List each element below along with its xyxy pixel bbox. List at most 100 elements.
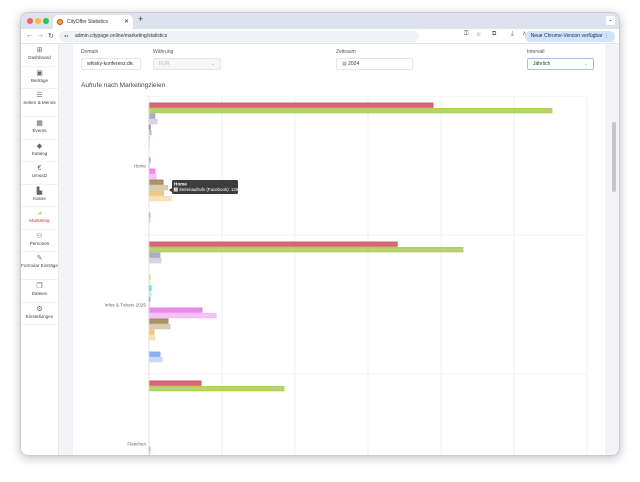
interval-value: Jährlich — [533, 61, 551, 67]
bar[interactable] — [148, 190, 165, 196]
tooltip-swatch — [173, 187, 178, 192]
bar[interactable] — [148, 324, 171, 330]
category-label: Flaschen — [127, 442, 146, 447]
category-label: Home — [134, 164, 147, 169]
sidebar-item-label: Umsatz — [31, 173, 48, 178]
bar[interactable] — [148, 380, 202, 386]
chevron-down-icon: ⌄ — [210, 61, 215, 67]
currency-select[interactable]: EUR ⌄ — [153, 58, 221, 70]
calendar-icon: ▦ — [342, 61, 349, 67]
sidebar-item-dashboard[interactable]: ⊞ Dashboard — [21, 44, 58, 67]
sidebar: ⊞ Dashboard ▣ Beiträge ☰ Seiten & Menüs ▦ Event… — [21, 44, 59, 455]
newspaper-icon: ▣ — [36, 69, 43, 77]
bar[interactable] — [148, 174, 157, 180]
bar[interactable] — [148, 329, 155, 335]
bar[interactable] — [148, 307, 203, 313]
bar[interactable] — [148, 196, 172, 202]
bar[interactable] — [148, 357, 163, 363]
sidebar-item-marketing[interactable]: ⩘ Marketing — [21, 207, 58, 230]
url-text: admin.citypage.online/marketing/statisti… — [75, 33, 168, 39]
chart-line-icon: ⩘ — [37, 210, 42, 217]
scrollbar[interactable] — [609, 44, 619, 455]
bar[interactable] — [148, 168, 156, 174]
bar[interactable] — [148, 386, 285, 392]
edit-icon: ✎ — [36, 255, 43, 262]
update-label: Neue Chrome-Version verfügbar — [530, 33, 603, 39]
users-icon: ⚇ — [36, 232, 43, 240]
chevron-down-icon: ⌄ — [130, 61, 135, 67]
gear-icon: ⚙ — [36, 305, 43, 313]
bar[interactable] — [148, 351, 161, 357]
bar[interactable] — [148, 313, 217, 319]
close-window-button[interactable] — [27, 18, 33, 24]
scrollbar-thumb[interactable] — [612, 122, 616, 192]
reload-button[interactable]: ↻ — [48, 33, 54, 40]
cash-register-icon: ▙ — [36, 187, 43, 195]
sidebar-item-umsatz[interactable]: € Umsatz — [21, 162, 58, 185]
bar[interactable] — [148, 102, 434, 108]
tab-search-button[interactable]: ⌄ — [606, 16, 615, 25]
download-icon[interactable]: ⤓ — [511, 31, 514, 37]
browser-tab[interactable]: CityOffer Statistics ✕ — [53, 15, 133, 29]
bar[interactable] — [148, 241, 398, 247]
sidebar-item-events[interactable]: ▦ Events — [21, 117, 58, 140]
tags-icon: ◆ — [36, 142, 43, 150]
domain-label: Domain — [81, 49, 99, 55]
sidebar-item-katalog[interactable]: ◆ Katalog — [21, 140, 58, 162]
close-tab-icon[interactable]: ✕ — [123, 19, 129, 25]
bar[interactable] — [148, 335, 156, 341]
category-label: Infos & Tickets 2025 — [105, 303, 147, 308]
sidebar-item-seiten-men-s[interactable]: ☰ Seiten & Menüs — [21, 89, 58, 117]
back-button[interactable]: ← — [26, 32, 33, 39]
extension-icon[interactable]: ʌ — [523, 31, 526, 37]
sidebar-item-label: Personen — [29, 240, 50, 246]
bar[interactable] — [148, 318, 169, 324]
bar[interactable] — [148, 252, 161, 258]
bar[interactable] — [148, 119, 158, 125]
period-value: 2024 — [348, 61, 360, 67]
browser-window: CityOffer Statistics ✕ + ⌄ ← → ↻ ⚏ admin.c… — [20, 12, 620, 456]
sidebar-item-dateien[interactable]: ❐ Dateien — [21, 280, 58, 303]
sidebar-item-formular-eintr-ge[interactable]: ✎ Formular Einträge — [21, 252, 58, 280]
sidebar-item-label: Seiten & Menüs — [23, 100, 56, 105]
calendar-icon: ▦ — [36, 120, 43, 127]
period-input[interactable]: ▦ 2024 — [336, 58, 413, 70]
sidebar-item-label: Kasse — [33, 195, 46, 201]
interval-label: Intervall — [527, 49, 545, 55]
sidebar-item-label: Events — [32, 128, 47, 133]
sidebar-item-label: Katalog — [31, 150, 48, 156]
bar[interactable] — [148, 113, 156, 119]
tooltip-arrow — [169, 188, 172, 192]
extensions-icon[interactable]: ⧉ — [492, 31, 497, 37]
menu-icon: ☰ — [36, 92, 43, 99]
currency-value: EUR — [159, 61, 170, 67]
chrome-update-button[interactable]: Neue Chrome-Version verfügbar ⋮ — [524, 31, 615, 42]
sidebar-item-einstellungen[interactable]: ⚙ Einstellungen — [21, 303, 58, 325]
sidebar-item-label: Dashboard — [28, 55, 51, 60]
bookmark-star-icon[interactable]: ☆ — [476, 32, 482, 38]
grid-icon: ⊞ — [36, 47, 43, 54]
tooltip-text: Seitenaufrufe (Facebook): 1264 — [179, 187, 241, 192]
site-info-icon[interactable]: ⚏ — [64, 33, 69, 39]
bar[interactable] — [148, 108, 553, 114]
bar[interactable] — [148, 247, 464, 253]
forward-button[interactable]: → — [37, 32, 44, 39]
bar[interactable] — [148, 258, 162, 264]
sidebar-item-label: Dateien — [31, 291, 48, 296]
sidebar-item-label: Einstellungen — [25, 313, 54, 319]
url-input[interactable]: ⚏ admin.citypage.online/marketing/statist… — [59, 31, 419, 42]
maximize-window-button[interactable] — [43, 18, 49, 24]
new-tab-button[interactable]: + — [138, 14, 144, 24]
bar[interactable] — [148, 179, 164, 185]
minimize-window-button[interactable] — [35, 18, 41, 24]
interval-select[interactable]: Jährlich ⌄ — [527, 58, 594, 70]
tooltip — [172, 180, 238, 194]
password-key-icon[interactable]: ⚿ — [464, 31, 469, 37]
domain-select[interactable]: whisky-konferenz.de ⌄ — [81, 58, 141, 70]
domain-value: whisky-konferenz.de — [87, 61, 133, 67]
bar[interactable] — [148, 185, 168, 191]
sidebar-item-kasse[interactable]: ▙ Kasse — [21, 185, 58, 207]
sidebar-item-beitr-ge[interactable]: ▣ Beiträge — [21, 67, 58, 89]
sidebar-item-personen[interactable]: ⚇ Personen — [21, 230, 58, 252]
